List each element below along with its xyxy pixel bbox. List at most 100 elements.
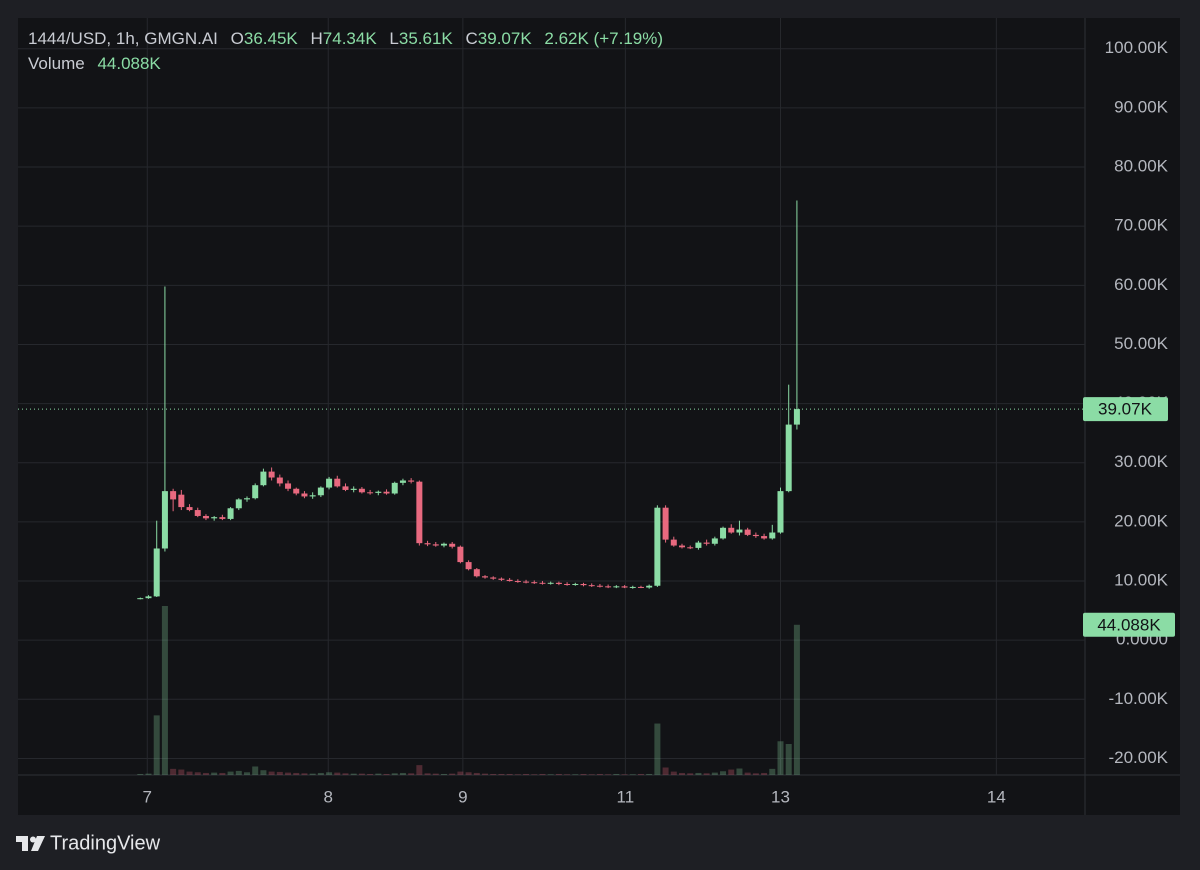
candle-body	[252, 485, 259, 499]
grid	[18, 18, 1085, 775]
volume-bar	[629, 774, 636, 775]
candle-body	[326, 478, 333, 488]
candle-body	[646, 585, 653, 588]
volume-bar	[777, 741, 784, 775]
candle-body	[145, 596, 152, 599]
candle-body	[170, 491, 177, 500]
volume-bar	[170, 768, 177, 775]
volume-bar	[211, 772, 218, 775]
volume-bar	[350, 773, 357, 775]
y-tick-label: 50.00K	[1114, 334, 1169, 353]
candle-body	[211, 517, 218, 519]
candle-body	[523, 581, 530, 583]
candle-body	[358, 488, 365, 493]
volume-bar	[375, 773, 382, 775]
candle-body	[293, 488, 300, 494]
volume-bar	[227, 771, 234, 775]
candle-body	[580, 583, 587, 586]
volume-bar	[785, 743, 792, 775]
candle-body	[720, 527, 727, 539]
volume-bar	[720, 771, 727, 775]
volume-value: 44.088K	[97, 54, 161, 73]
candle-body	[334, 478, 341, 487]
candle-body	[506, 579, 513, 582]
y-tick-label: 80.00K	[1114, 157, 1169, 176]
volume-bar	[334, 772, 341, 775]
volume-bar	[539, 773, 546, 775]
candle-body	[432, 544, 439, 546]
candle-body	[194, 510, 201, 516]
y-tick-label: -20.00K	[1108, 748, 1168, 767]
volume-bar	[440, 773, 447, 775]
y-tick-label: 70.00K	[1114, 216, 1169, 235]
y-tick-label: 10.00K	[1114, 571, 1169, 590]
candle-body	[342, 486, 349, 490]
volume-bar	[309, 773, 316, 775]
last-volume-tag	[1083, 612, 1175, 637]
candle-body	[473, 569, 480, 577]
logo-mark	[16, 836, 28, 851]
open-label: O	[231, 29, 244, 48]
volume-bar	[326, 772, 333, 775]
volume-bar	[301, 773, 308, 775]
open-value: 36.45K	[244, 29, 299, 48]
y-tick-label: 30.00K	[1114, 452, 1169, 471]
volume-layer	[137, 606, 800, 775]
candle-body	[679, 545, 686, 548]
candle-body	[490, 577, 497, 579]
candle-body	[588, 585, 595, 587]
candle-body	[243, 498, 250, 500]
candle-body	[728, 527, 735, 533]
volume-bar	[564, 774, 571, 775]
candle-body	[736, 529, 743, 533]
volume-bar	[276, 771, 283, 775]
candle-body	[687, 547, 694, 549]
candle-body	[219, 517, 226, 519]
candle-body	[367, 492, 374, 494]
x-tick-label: 11	[617, 787, 635, 806]
volume-bar	[514, 774, 521, 775]
volume-bar	[432, 773, 439, 775]
volume-bar	[679, 772, 686, 775]
volume-bar	[457, 771, 464, 775]
candle-body	[654, 507, 661, 586]
candle-body	[482, 576, 489, 578]
candle-body	[408, 480, 415, 482]
candle-body	[178, 494, 185, 508]
volume-bar	[137, 773, 144, 775]
volume-bar	[383, 773, 390, 775]
volume-bar	[523, 773, 530, 775]
volume-bar	[752, 773, 759, 775]
volume-bar	[703, 773, 710, 775]
high-label: H	[311, 29, 323, 48]
candle-body	[514, 581, 521, 583]
volume-bar	[498, 773, 505, 775]
chart-panel	[18, 18, 1180, 815]
y-tick-label: 100.00K	[1105, 38, 1169, 57]
volume-label: Volume	[28, 54, 85, 73]
volume-bar	[621, 774, 628, 775]
candle-body	[465, 562, 472, 570]
y-tick-label: 60.00K	[1114, 275, 1169, 294]
candle-body	[769, 532, 776, 539]
candle-body	[555, 582, 562, 584]
candle-body	[375, 491, 382, 493]
y-tick-label: 90.00K	[1114, 97, 1169, 116]
candle-body	[498, 578, 505, 580]
volume-bar	[580, 773, 587, 775]
volume-bar	[506, 773, 513, 775]
x-tick-label: 7	[143, 787, 152, 806]
volume-bar	[728, 769, 735, 775]
candle-body	[260, 471, 267, 486]
volume-bar	[399, 772, 406, 775]
volume-bar	[268, 771, 275, 775]
candle-body	[752, 534, 759, 537]
candle-body	[317, 487, 324, 496]
candle-body	[391, 482, 398, 494]
high-value: 74.34K	[323, 29, 378, 48]
candle-body	[703, 542, 710, 544]
x-tick-label: 14	[987, 787, 1006, 806]
candle-body	[416, 481, 423, 544]
